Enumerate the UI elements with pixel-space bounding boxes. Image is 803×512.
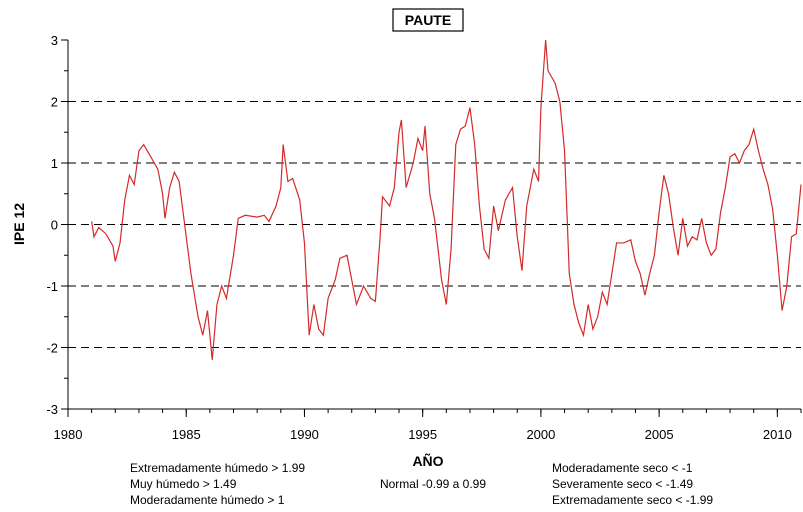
x-axis-label: AÑO [412, 452, 443, 469]
chart-title: PAUTE [405, 12, 451, 28]
note: Extremadamente húmedo > 1.99 [130, 461, 305, 475]
y-axis-label: IPE 12 [11, 203, 27, 245]
x-tick-label: 1990 [290, 427, 319, 442]
x-tick-label: 1980 [54, 427, 83, 442]
y-tick-label: 0 [51, 218, 58, 233]
title-box [392, 8, 464, 32]
note: Extremadamente seco < -1.99 [552, 493, 713, 507]
y-tick-label: 2 [51, 95, 58, 110]
note: Moderadamente húmedo > 1 [130, 493, 285, 507]
x-tick-label: 2010 [763, 427, 792, 442]
x-tick-label: 2000 [526, 427, 555, 442]
y-tick-label: 3 [51, 33, 58, 48]
note: Muy húmedo > 1.49 [130, 477, 237, 491]
note: Normal -0.99 a 0.99 [380, 477, 486, 491]
data-line [91, 39, 802, 360]
x-tick-label: 2005 [645, 427, 674, 442]
x-tick-label: 1995 [408, 427, 437, 442]
y-tick-label: 1 [51, 156, 58, 171]
y-tick-label: -2 [46, 341, 58, 356]
note: Severamente seco < -1.49 [552, 477, 693, 491]
x-tick-label: 1985 [172, 427, 201, 442]
y-tick-label: -1 [46, 279, 58, 294]
y-tick-label: -3 [46, 402, 58, 417]
note: Moderadamente seco < -1 [552, 461, 693, 475]
